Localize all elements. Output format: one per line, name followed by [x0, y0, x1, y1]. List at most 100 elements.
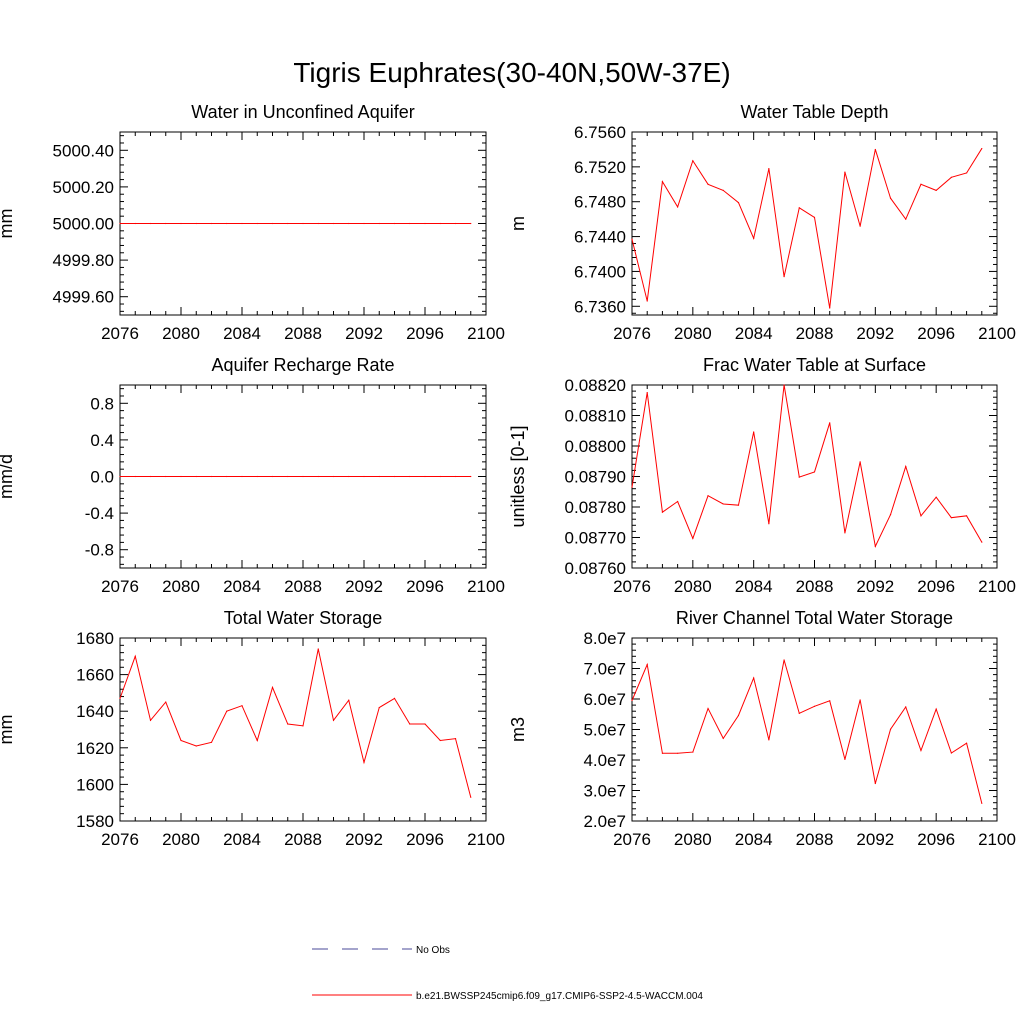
- y-tick-label: 4999.80: [53, 251, 114, 270]
- data-point: [302, 725, 304, 727]
- data-point: [226, 475, 228, 478]
- data-point: [409, 222, 411, 225]
- data-point: [631, 699, 633, 702]
- data-point: [424, 222, 426, 225]
- data-point: [783, 276, 785, 278]
- data-point: [348, 222, 350, 225]
- data-point: [935, 189, 937, 191]
- panel-title: Aquifer Recharge Rate: [211, 355, 394, 375]
- data-point: [753, 677, 755, 679]
- series-line: [631, 659, 983, 804]
- x-tick-label: 2088: [796, 577, 834, 596]
- x-tick-label: 2080: [674, 830, 712, 849]
- data-point: [859, 699, 861, 701]
- data-point: [950, 517, 952, 519]
- data-point: [393, 222, 396, 225]
- data-point: [874, 782, 876, 785]
- data-point: [454, 475, 457, 478]
- y-tick-label: 6.0e7: [583, 690, 626, 709]
- chart-panel-5: Total Water Storage mm 2076 2080 2084 2088 209…: [0, 608, 505, 849]
- data-point: [287, 723, 289, 725]
- data-point: [409, 475, 411, 478]
- data-point: [889, 197, 892, 199]
- data-point: [707, 495, 709, 497]
- data-point: [180, 739, 182, 742]
- y-tick-label: 0.08800: [565, 437, 626, 456]
- y-axis-label: mm/d: [0, 454, 16, 499]
- data-point: [226, 710, 228, 712]
- data-point: [722, 189, 724, 191]
- data-point: [271, 222, 274, 225]
- data-point: [798, 712, 800, 714]
- x-tick-label: 2084: [735, 324, 773, 343]
- data-point: [905, 465, 907, 468]
- data-point: [149, 475, 152, 478]
- data-point: [935, 496, 937, 498]
- x-tick-label: 2096: [917, 324, 955, 343]
- data-point: [241, 705, 243, 707]
- y-tick-label: 6.7520: [574, 158, 626, 177]
- data-point: [119, 475, 121, 478]
- data-point: [844, 532, 846, 534]
- x-tick-label: 2092: [856, 830, 894, 849]
- data-point: [874, 148, 876, 151]
- x-tick-label: 2076: [613, 830, 651, 849]
- data-point: [256, 475, 258, 478]
- x-tick-label: 2096: [917, 577, 955, 596]
- data-point: [798, 476, 800, 478]
- data-point: [378, 222, 380, 225]
- data-point: [646, 663, 648, 666]
- data-point: [935, 708, 937, 710]
- data-point: [363, 761, 365, 764]
- x-tick-label: 2088: [796, 324, 834, 343]
- data-point: [768, 739, 770, 741]
- x-tick-label: 2080: [162, 324, 200, 343]
- data-point: [424, 475, 426, 478]
- data-point: [859, 461, 861, 463]
- data-point: [661, 181, 664, 183]
- data-point: [677, 752, 679, 754]
- data-point: [393, 475, 396, 478]
- data-point: [859, 225, 861, 227]
- data-point: [981, 541, 983, 543]
- data-point: [317, 475, 319, 478]
- data-point: [646, 300, 648, 302]
- data-point: [256, 739, 258, 742]
- data-point: [454, 738, 457, 740]
- x-tick-label: 2080: [162, 830, 200, 849]
- x-tick-label: 2084: [735, 830, 773, 849]
- data-point: [424, 723, 426, 725]
- data-point: [950, 176, 952, 178]
- y-axis-label: m: [508, 216, 528, 231]
- x-tick-label: 2076: [101, 830, 139, 849]
- data-point: [134, 222, 136, 225]
- data-point: [965, 172, 968, 174]
- x-tick-label: 2076: [613, 577, 651, 596]
- y-tick-label: 6.7400: [574, 262, 626, 281]
- x-tick-label: 2088: [284, 324, 322, 343]
- y-tick-label: 0.0: [90, 468, 114, 487]
- data-point: [829, 700, 831, 702]
- y-axis-label: m3: [508, 717, 528, 742]
- y-tick-label: 5000.20: [53, 178, 114, 197]
- chart-panel-3: Aquifer Recharge Rate mm/d 2076 2080 2084 208…: [0, 355, 505, 596]
- y-tick-label: 4999.60: [53, 288, 114, 307]
- x-tick-label: 2092: [856, 324, 894, 343]
- data-point: [905, 706, 907, 708]
- y-tick-label: 6.7480: [574, 193, 626, 212]
- data-point: [149, 719, 152, 721]
- plot-frame: [631, 131, 998, 316]
- panel-title: Water in Unconfined Aquifer: [191, 102, 414, 122]
- data-point: [439, 222, 441, 225]
- series-line: [631, 148, 983, 309]
- x-tick-label: 2084: [735, 577, 773, 596]
- y-tick-label: 0.4: [90, 431, 114, 450]
- data-point: [692, 160, 694, 162]
- data-point: [692, 751, 694, 753]
- y-tick-label: 3.0e7: [583, 782, 626, 801]
- data-point: [195, 745, 197, 747]
- data-point: [332, 719, 335, 721]
- series-line: [631, 384, 983, 548]
- x-tick-label: 2096: [406, 577, 444, 596]
